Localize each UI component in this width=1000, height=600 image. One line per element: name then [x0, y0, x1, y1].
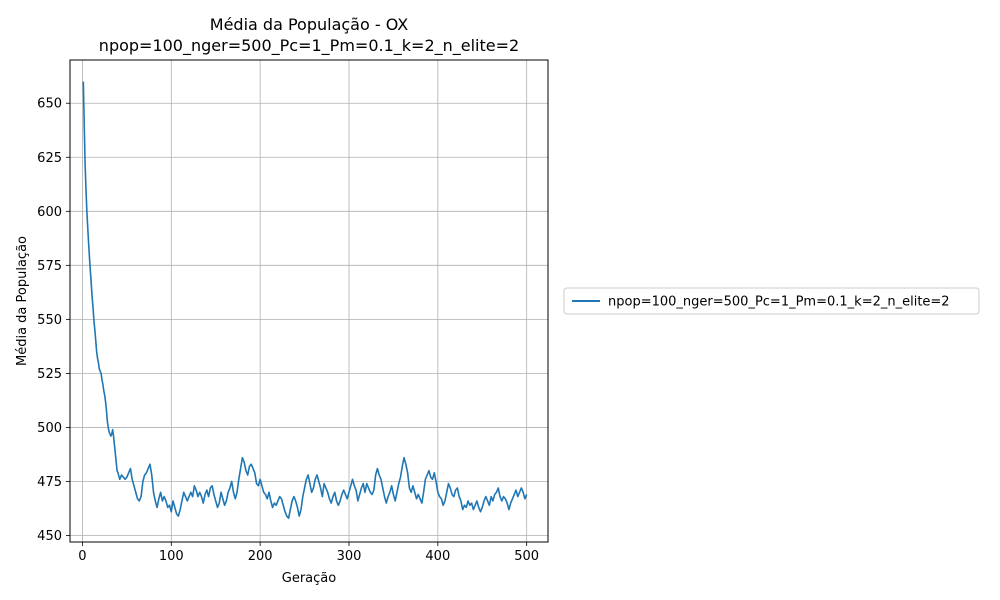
- x-tick-label: 0: [78, 549, 86, 564]
- y-tick-label: 500: [37, 421, 62, 436]
- gridlines: [70, 60, 548, 542]
- x-tick-label: 300: [337, 549, 362, 564]
- legend-label: npop=100_nger=500_Pc=1_Pm=0.1_k=2_n_elit…: [608, 295, 950, 310]
- x-axis-label: Geração: [282, 571, 336, 586]
- chart-subtitle: npop=100_nger=500_Pc=1_Pm=0.1_k=2_n_elit…: [99, 36, 519, 56]
- y-tick-label: 550: [37, 313, 62, 328]
- x-tick-label: 100: [159, 549, 184, 564]
- legend: npop=100_nger=500_Pc=1_Pm=0.1_k=2_n_elit…: [563, 287, 980, 315]
- x-tick-label: 400: [425, 549, 450, 564]
- y-tick-label: 475: [37, 475, 62, 490]
- chart-title: Média da População - OX: [210, 15, 409, 34]
- y-tick-label: 525: [37, 367, 62, 382]
- series-line: [82, 81, 528, 520]
- y-tick-label: 575: [37, 259, 62, 274]
- y-axis-label: Média da População: [15, 236, 30, 366]
- y-tick-label: 600: [37, 205, 62, 220]
- series-layer: [82, 81, 528, 520]
- y-tick-label: 650: [37, 97, 62, 112]
- y-tick-label: 450: [37, 529, 62, 544]
- axis-ticks: 0 100 200 300 400 500 450 475 500 525 550 575 600 625…: [37, 97, 539, 564]
- x-tick-label: 200: [248, 549, 273, 564]
- y-tick-label: 625: [37, 151, 62, 166]
- legend-box: [563, 287, 980, 315]
- plot-frame: [69, 59, 549, 543]
- x-tick-label: 500: [514, 549, 539, 564]
